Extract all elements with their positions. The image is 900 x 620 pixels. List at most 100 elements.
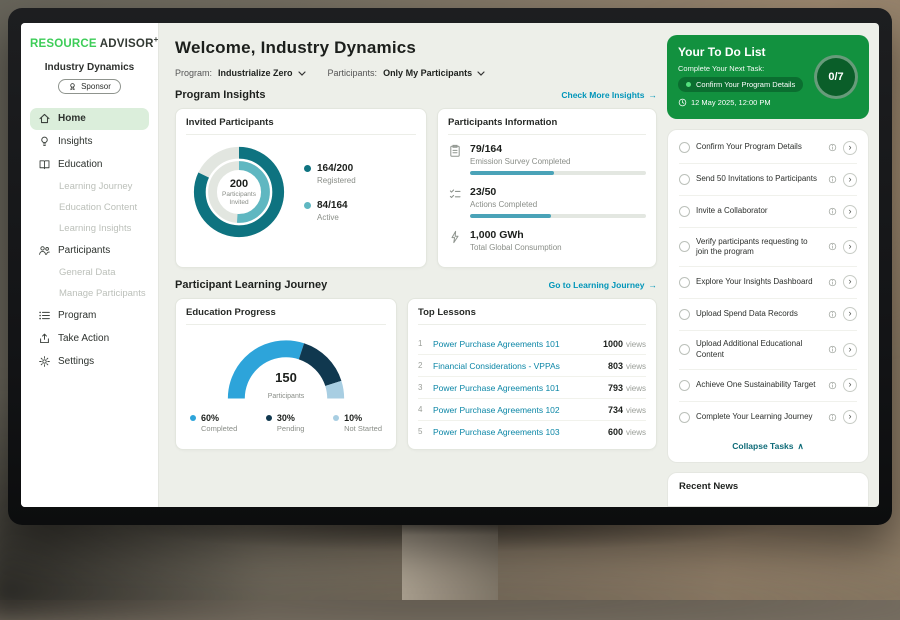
sidebar-item-manage-participants[interactable]: Manage Participants — [30, 284, 149, 304]
chevron-right-icon[interactable]: › — [843, 275, 857, 290]
gauge-legend-item: 60% Completed — [190, 413, 237, 433]
todo-task-row[interactable]: Confirm Your Program Details › — [679, 132, 857, 164]
info-icon[interactable] — [828, 242, 837, 251]
chevron-up-icon: ∧ — [797, 440, 804, 451]
sidebar-item-home[interactable]: Home — [30, 107, 149, 130]
sidebar-item-general-data[interactable]: General Data — [30, 263, 149, 283]
lesson-row: 1 Power Purchase Agreements 101 1000 view… — [418, 333, 646, 355]
lesson-link[interactable]: Power Purchase Agreements 101 — [433, 382, 560, 393]
sidebar-item-learning-journey[interactable]: Learning Journey — [30, 177, 149, 197]
next-task-pill[interactable]: Confirm Your Program Details — [678, 77, 804, 92]
lesson-row: 3 Power Purchase Agreements 101 793 views — [418, 377, 646, 399]
legend-value: 164/200 — [317, 162, 354, 174]
program-insights-title: Program Insights — [175, 89, 266, 101]
lesson-rank: 5 — [418, 427, 423, 436]
chevron-right-icon[interactable]: › — [843, 378, 857, 393]
sidebar-item-participants[interactable]: Participants — [30, 240, 149, 262]
sidebar-item-education-content[interactable]: Education Content — [30, 198, 149, 218]
metric-value: 1,000 GWh — [470, 229, 524, 241]
collapse-tasks-button[interactable]: Collapse Tasks ∧ — [726, 440, 810, 453]
sidebar: RESOURCE ADVISOR+ Industry Dynamics Spons… — [21, 23, 159, 507]
info-icon[interactable] — [828, 345, 837, 354]
task-label: Verify participants requesting to join t… — [696, 236, 808, 256]
task-checkbox[interactable] — [679, 142, 690, 153]
info-metric-row: 1,000 GWh Total Global Consumption — [448, 229, 646, 252]
brand-primary: RESOURCE — [30, 37, 97, 50]
todo-task-row[interactable]: Achieve One Sustainability Target › — [679, 370, 857, 402]
education-gauge-chart: 150 Participants — [216, 333, 356, 403]
task-label: Achieve One Sustainability Target — [696, 379, 816, 389]
take-action-icon — [38, 332, 51, 345]
sidebar-item-settings[interactable]: Settings — [30, 351, 149, 373]
info-icon[interactable] — [828, 278, 837, 287]
task-checkbox[interactable] — [679, 174, 690, 185]
chevron-right-icon[interactable]: › — [843, 172, 857, 187]
task-checkbox[interactable] — [679, 379, 690, 391]
lesson-row: 2 Financial Considerations - VPPAs 803 vi… — [418, 355, 646, 377]
lesson-views: 1000 views — [602, 338, 646, 349]
task-label: Complete Your Learning Journey — [696, 411, 813, 421]
sidebar-item-label: Insights — [58, 136, 93, 148]
task-checkbox[interactable] — [679, 308, 690, 320]
task-checkbox[interactable] — [679, 276, 690, 288]
go-to-learning-journey-link[interactable]: Go to Learning Journey → — [548, 280, 657, 290]
lesson-link[interactable]: Power Purchase Agreements 102 — [433, 404, 560, 415]
donut-center-label: 200 Participants Invited — [222, 177, 256, 206]
program-select[interactable]: Industrialize Zero — [218, 68, 306, 78]
todo-task-row[interactable]: Upload Additional Educational Content › — [679, 331, 857, 370]
brand-logo: RESOURCE ADVISOR+ — [30, 35, 158, 50]
next-task-due: 12 May 2025, 12:00 PM — [678, 98, 858, 107]
todo-task-row[interactable]: Send 50 Invitations to Participants › — [679, 164, 857, 196]
lesson-link[interactable]: Power Purchase Agreements 101 — [433, 338, 560, 349]
education-icon — [38, 158, 51, 171]
todo-task-row[interactable]: Complete Your Learning Journey › — [679, 402, 857, 433]
info-icon[interactable] — [828, 175, 837, 184]
task-label: Invite a Collaborator — [696, 206, 768, 216]
chevron-right-icon[interactable]: › — [843, 342, 857, 357]
info-icon[interactable] — [828, 413, 837, 422]
todo-task-list: Confirm Your Program Details › Send 50 I… — [667, 129, 869, 463]
main-content: Welcome, Industry Dynamics Program: Indu… — [159, 23, 667, 507]
info-icon[interactable] — [828, 310, 837, 319]
todo-task-row[interactable]: Upload Spend Data Records › — [679, 299, 857, 331]
lesson-link[interactable]: Power Purchase Agreements 103 — [433, 426, 560, 437]
legend-dot — [265, 415, 272, 421]
todo-task-row[interactable]: Explore Your Insights Dashboard › — [679, 267, 857, 299]
task-checkbox[interactable] — [679, 241, 690, 253]
task-checkbox[interactable] — [679, 411, 690, 423]
sidebar-item-insights[interactable]: Insights — [30, 131, 149, 153]
todo-task-row[interactable]: Invite a Collaborator › — [679, 196, 857, 228]
metric-label: Emission Survey Completed — [470, 157, 571, 166]
insights-card-row: Invited Participants 200 Participants In… — [175, 108, 657, 268]
chevron-right-icon[interactable]: › — [843, 239, 857, 254]
sidebar-item-program[interactable]: Program — [30, 305, 149, 327]
todo-task-row[interactable]: Verify participants requesting to join t… — [679, 228, 857, 267]
participants-icon — [38, 244, 51, 257]
participants-select[interactable]: Only My Participants — [383, 68, 485, 78]
task-label: Confirm Your Program Details — [696, 142, 802, 152]
learning-journey-header: Participant Learning Journey Go to Learn… — [175, 279, 657, 291]
task-checkbox[interactable] — [679, 344, 690, 356]
task-label: Explore Your Insights Dashboard — [696, 277, 813, 287]
sidebar-item-learning-insights[interactable]: Learning Insights — [30, 219, 149, 239]
education-progress-card: Education Progress 150 Participants 60% … — [175, 298, 397, 450]
lesson-views: 793 views — [607, 382, 646, 393]
sidebar-item-education[interactable]: Education — [30, 154, 149, 176]
invited-donut-chart: 200 Participants Invited — [190, 143, 288, 241]
task-checkbox[interactable] — [679, 206, 690, 217]
chevron-right-icon[interactable]: › — [843, 204, 857, 219]
chevron-right-icon[interactable]: › — [843, 307, 857, 322]
program-filter-label: Program: — [175, 68, 213, 78]
chevron-right-icon[interactable]: › — [843, 140, 857, 155]
chevron-right-icon[interactable]: › — [843, 410, 857, 425]
info-icon[interactable] — [828, 207, 837, 216]
lesson-link[interactable]: Financial Considerations - VPPAs — [433, 360, 560, 371]
check-more-insights-link[interactable]: Check More Insights → — [561, 90, 657, 100]
sidebar-item-take-action[interactable]: Take Action — [30, 328, 149, 350]
task-label: Upload Spend Data Records — [696, 309, 798, 319]
info-icon[interactable] — [828, 143, 837, 152]
legend-label: Registered — [317, 175, 356, 185]
gauge-legend: 60% Completed 30% Pending 10% Not Starte… — [190, 413, 382, 433]
info-icon[interactable] — [828, 381, 837, 390]
task-label: Upload Additional Educational Content — [696, 339, 803, 359]
